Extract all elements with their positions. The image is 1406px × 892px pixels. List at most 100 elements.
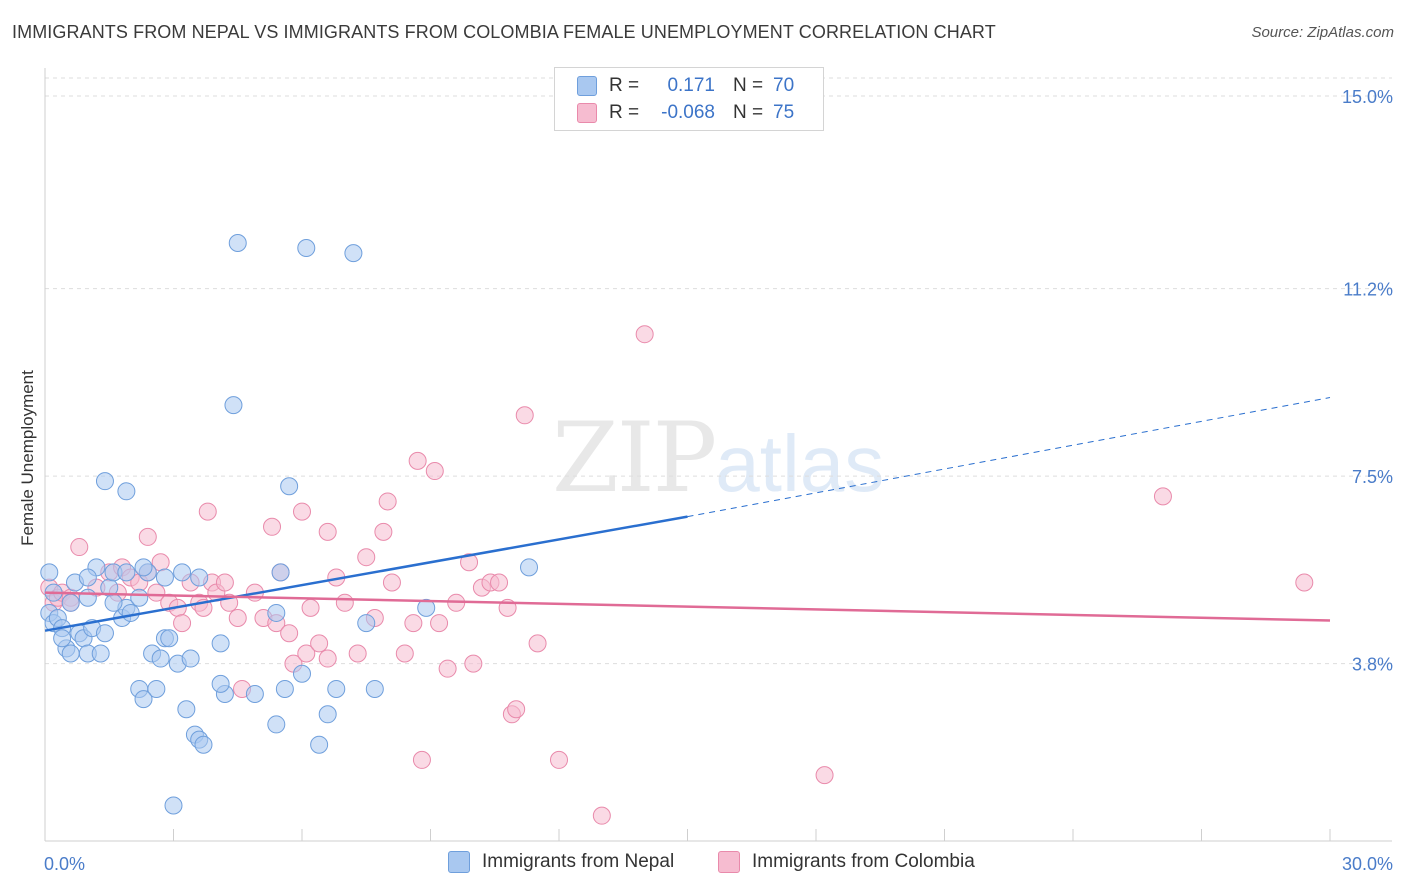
nepal-point — [297, 239, 316, 258]
colombia-point — [592, 806, 611, 825]
nepal-point — [61, 644, 80, 663]
watermark: ZIPatlas — [552, 402, 884, 514]
y-tick-label: 11.2% — [1343, 280, 1393, 300]
colombia-point — [280, 624, 299, 643]
legend-item-colombia: Immigrants from Colombia — [718, 851, 975, 873]
nepal-point — [91, 644, 110, 663]
nepal-point — [117, 482, 136, 501]
nepal-point — [267, 603, 286, 622]
colombia-point — [464, 654, 483, 673]
colombia-point — [815, 766, 834, 785]
colombia-point — [408, 451, 427, 470]
colombia-point — [318, 522, 337, 541]
colombia-point — [297, 644, 316, 663]
colombia-point — [404, 614, 423, 633]
nepal-n-label: N = — [733, 75, 764, 96]
nepal-point — [190, 568, 209, 587]
nepal-point — [155, 568, 174, 587]
legend-nepal-label: Immigrants from Nepal — [482, 851, 675, 872]
colombia-point — [635, 325, 654, 344]
nepal-point — [160, 629, 179, 648]
colombia-point — [198, 502, 217, 521]
axes — [44, 68, 1392, 842]
colombia-point — [357, 548, 376, 567]
nepal-point — [271, 563, 290, 582]
correlation-legend: R = 0.171 N = 70 R = -0.068 N = 75 — [554, 67, 824, 131]
legend-colombia-swatch — [718, 851, 740, 873]
nepal-point — [245, 685, 264, 704]
nepal-point — [181, 649, 200, 668]
series-legend: Immigrants from Nepal Immigrants from Co… — [0, 851, 1406, 879]
colombia-n-value: 75 — [773, 102, 795, 123]
nepal-point — [121, 603, 140, 622]
colombia-point — [1153, 487, 1172, 506]
colombia-point — [374, 522, 393, 541]
colombia-point — [515, 406, 534, 425]
tick-labels: 3.8% 7.5% 11.2% 15.0% 0.0% 30.0% — [44, 87, 1393, 874]
nepal-point — [228, 233, 247, 252]
colombia-point — [490, 573, 509, 592]
colombia-r-label: R = — [609, 102, 640, 123]
nepal-point — [520, 558, 539, 577]
nepal-point — [275, 679, 294, 698]
colombia-point — [301, 598, 320, 617]
trend-lines — [44, 397, 1331, 632]
colombia-point — [263, 517, 282, 536]
colombia-point — [173, 614, 192, 633]
colombia-point — [228, 609, 247, 628]
legend-row-colombia: R = -0.068 N = 75 — [577, 100, 794, 126]
colombia-swatch — [577, 103, 597, 123]
nepal-point — [147, 679, 166, 698]
nepal-point — [267, 715, 286, 734]
nepal-point — [194, 735, 213, 754]
nepal-point — [417, 598, 436, 617]
nepal-point — [95, 624, 114, 643]
nepal-point — [344, 244, 363, 263]
nepal-trend-extension — [687, 397, 1331, 518]
colombia-point — [550, 750, 568, 769]
colombia-point — [215, 573, 234, 592]
nepal-point — [211, 634, 230, 653]
nepal-r-value: 0.171 — [667, 75, 715, 96]
colombia-point — [395, 644, 414, 663]
colombia-n-label: N = — [733, 102, 764, 123]
nepal-point — [104, 593, 123, 612]
legend-nepal-swatch — [448, 851, 470, 873]
colombia-point — [425, 462, 444, 481]
colombia-point — [460, 553, 479, 572]
nepal-points — [40, 233, 539, 815]
grid-lines — [45, 77, 1392, 665]
colombia-trend-line — [44, 591, 1331, 622]
colombia-point — [438, 659, 457, 678]
legend-colombia-label: Immigrants from Colombia — [752, 851, 975, 872]
colombia-point — [528, 634, 547, 653]
watermark-atlas: atlas — [715, 419, 885, 508]
nepal-trend-line — [44, 515, 688, 632]
colombia-point — [335, 593, 354, 612]
nepal-point — [61, 593, 80, 612]
colombia-point — [293, 502, 311, 521]
nepal-point — [164, 796, 183, 815]
colombia-point — [318, 649, 337, 668]
source-label: Source: ZipAtlas.com — [1251, 24, 1394, 41]
nepal-point — [78, 588, 97, 607]
y-tick-label: 3.8% — [1352, 655, 1393, 675]
colombia-point — [1295, 573, 1314, 592]
nepal-point — [134, 558, 153, 577]
nepal-point — [357, 614, 376, 633]
nepal-point — [177, 700, 196, 719]
nepal-point — [173, 563, 192, 582]
colombia-point — [348, 644, 367, 663]
y-tick-label: 7.5% — [1352, 467, 1393, 487]
chart-title: IMMIGRANTS FROM NEPAL VS IMMIGRANTS FROM… — [12, 22, 996, 42]
nepal-point — [318, 705, 337, 724]
legend-row-nepal: R = 0.171 N = 70 — [577, 73, 794, 99]
colombia-point — [430, 614, 449, 633]
colombia-point — [507, 700, 526, 719]
nepal-n-value: 70 — [773, 75, 795, 96]
colombia-point — [138, 527, 157, 546]
nepal-point — [40, 563, 59, 582]
nepal-point — [224, 396, 243, 415]
nepal-point — [53, 629, 72, 648]
